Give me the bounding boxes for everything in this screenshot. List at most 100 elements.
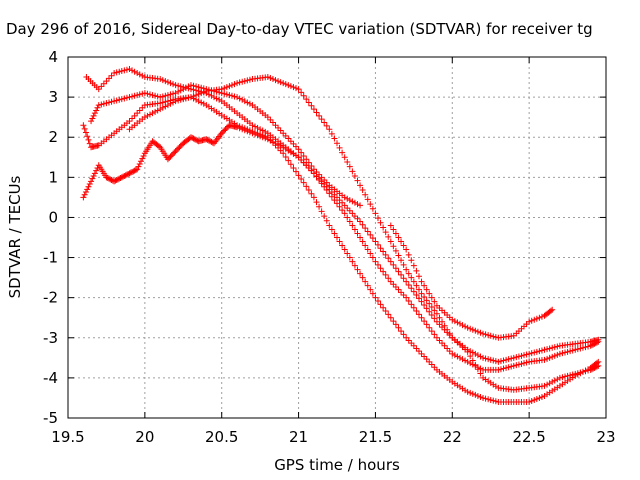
data-point bbox=[339, 207, 346, 214]
data-point bbox=[451, 352, 458, 359]
data-point bbox=[223, 91, 230, 98]
data-point bbox=[162, 78, 169, 85]
data-point bbox=[225, 123, 232, 130]
data-point bbox=[326, 222, 333, 229]
data-point bbox=[277, 79, 284, 86]
data-point bbox=[533, 395, 540, 402]
data-point bbox=[531, 349, 538, 356]
data-point bbox=[390, 281, 397, 288]
data-point bbox=[500, 365, 507, 372]
data-point bbox=[431, 364, 438, 371]
data-point bbox=[241, 125, 248, 132]
data-point bbox=[129, 115, 136, 122]
data-point bbox=[415, 273, 422, 280]
data-point bbox=[221, 85, 228, 92]
data-point bbox=[252, 123, 259, 130]
data-point bbox=[208, 92, 215, 99]
data-point bbox=[134, 166, 141, 173]
data-point bbox=[421, 282, 428, 289]
data-point bbox=[462, 357, 469, 364]
data-point bbox=[480, 330, 487, 337]
data-point bbox=[300, 179, 307, 186]
data-point bbox=[328, 226, 335, 233]
data-point bbox=[127, 169, 134, 176]
y-tick-label: -2 bbox=[43, 289, 58, 307]
data-point bbox=[369, 205, 376, 212]
data-point bbox=[157, 100, 164, 107]
data-point bbox=[114, 176, 121, 183]
data-point bbox=[221, 127, 228, 134]
data-point bbox=[321, 119, 328, 126]
data-point bbox=[84, 186, 91, 193]
data-point bbox=[91, 110, 98, 117]
data-point bbox=[477, 370, 484, 377]
data-point bbox=[175, 82, 182, 89]
data-point bbox=[467, 348, 474, 355]
data-point bbox=[526, 318, 533, 325]
data-point bbox=[372, 294, 379, 301]
data-point bbox=[269, 76, 276, 83]
data-point bbox=[549, 353, 556, 360]
x-tick-label: 23 bbox=[596, 428, 615, 446]
data-point bbox=[200, 100, 207, 107]
data-point bbox=[595, 358, 602, 365]
data-point bbox=[459, 356, 466, 363]
data-point bbox=[323, 217, 330, 224]
data-point bbox=[167, 153, 174, 160]
data-point bbox=[472, 350, 479, 357]
data-point bbox=[241, 78, 248, 85]
data-point bbox=[82, 189, 89, 196]
data-point bbox=[107, 176, 114, 183]
data-point bbox=[382, 229, 389, 236]
data-point bbox=[295, 146, 302, 153]
data-point bbox=[526, 350, 533, 357]
data-point bbox=[364, 246, 371, 253]
y-tick-label: 2 bbox=[48, 128, 58, 146]
data-point bbox=[413, 291, 420, 298]
data-point bbox=[154, 107, 161, 114]
data-point bbox=[408, 285, 415, 292]
data-point bbox=[105, 99, 112, 106]
data-point bbox=[135, 163, 142, 170]
data-point bbox=[418, 290, 425, 297]
data-point bbox=[182, 84, 189, 91]
data-point bbox=[431, 331, 438, 338]
data-point bbox=[336, 197, 343, 204]
data-point bbox=[477, 393, 484, 400]
data-point bbox=[398, 271, 405, 278]
data-point bbox=[403, 246, 410, 253]
data-point bbox=[431, 298, 438, 305]
data-point bbox=[367, 250, 374, 257]
data-point bbox=[131, 112, 138, 119]
data-point bbox=[170, 81, 177, 88]
data-point bbox=[528, 350, 535, 357]
data-point bbox=[426, 300, 433, 307]
data-point bbox=[515, 361, 522, 368]
data-point bbox=[136, 160, 143, 167]
data-point bbox=[418, 314, 425, 321]
data-point bbox=[574, 346, 581, 353]
data-point bbox=[521, 360, 528, 367]
data-point bbox=[385, 233, 392, 240]
data-point bbox=[439, 340, 446, 347]
data-point bbox=[316, 177, 323, 184]
data-point bbox=[159, 99, 166, 106]
data-point bbox=[408, 340, 415, 347]
data-point bbox=[193, 136, 200, 143]
data-point bbox=[579, 344, 586, 351]
data-point bbox=[408, 301, 415, 308]
data-point bbox=[446, 348, 453, 355]
data-point bbox=[336, 238, 343, 245]
data-point bbox=[354, 201, 361, 208]
data-point bbox=[433, 318, 440, 325]
data-point bbox=[354, 266, 361, 273]
data-point bbox=[554, 343, 561, 350]
data-point bbox=[351, 226, 358, 233]
data-point bbox=[387, 238, 394, 245]
data-point bbox=[118, 174, 125, 181]
data-point bbox=[88, 178, 95, 185]
data-point bbox=[474, 352, 481, 359]
data-point bbox=[290, 140, 297, 147]
data-point bbox=[387, 222, 394, 229]
data-point bbox=[175, 145, 182, 152]
